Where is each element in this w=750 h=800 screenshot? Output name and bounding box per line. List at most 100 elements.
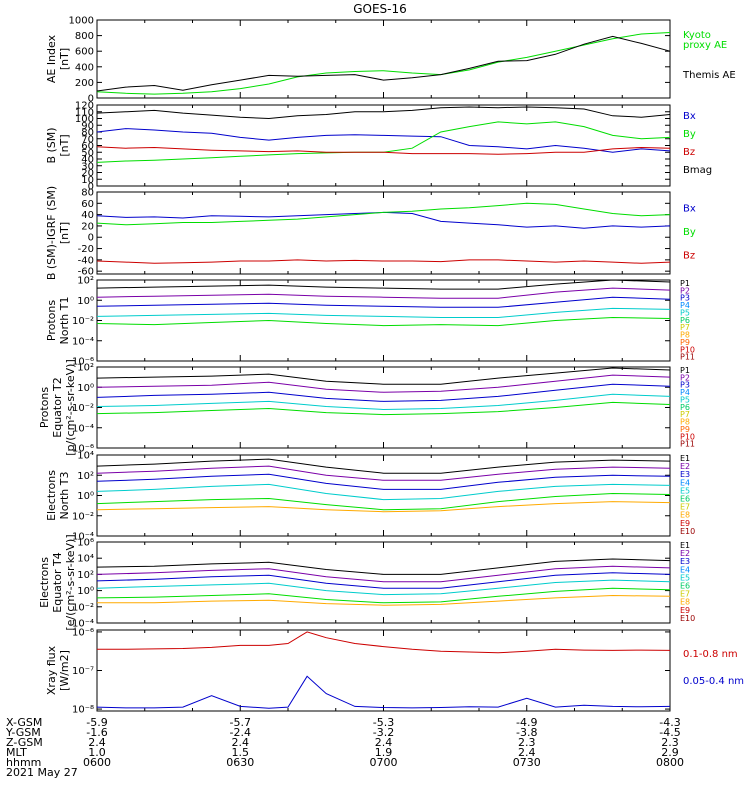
series-line-p4	[96, 307, 671, 318]
ephemeris-label: X-GSM	[6, 716, 42, 729]
ephemeris-value: -5.7	[230, 716, 251, 729]
legend-entry: P2	[680, 373, 690, 382]
y-tick-label: 10⁰	[77, 296, 94, 307]
ephemeris-value: 0630	[226, 756, 254, 769]
panel-6: 10⁻⁴ 10⁻² 10⁰ 10² 10⁴ ElectronsNorth T3 E1E2E3…	[45, 451, 695, 543]
series-line-e2	[96, 465, 671, 481]
ephemeris-value: 1.9	[375, 746, 393, 759]
legend-entry: P5	[680, 395, 690, 404]
ephemeris-value: -4.3	[659, 716, 680, 729]
y-tick-label: 0	[88, 233, 94, 244]
ephemeris-label: hhmm	[6, 756, 41, 769]
y-tick-label: 60	[81, 141, 94, 152]
legend-entry: Bz	[683, 250, 695, 261]
series-line-p2	[96, 287, 671, 299]
ephemeris-value: 0730	[513, 756, 541, 769]
y-tick-label: 80	[81, 188, 94, 199]
ephemeris-label: MLT	[6, 746, 27, 759]
y-axis-label-line: [nT]	[58, 222, 71, 244]
y-tick-label: 10²	[77, 363, 94, 374]
series-line-kyoto-proxy-ae	[96, 32, 671, 95]
series-line-e3	[96, 473, 671, 490]
legend-entry: P4	[680, 301, 690, 310]
ephemeris-value: -1.6	[86, 726, 107, 739]
y-tick-label: 10⁰	[77, 491, 94, 502]
y-axis-label-line: North T3	[58, 472, 71, 520]
series-line-p1	[96, 367, 671, 385]
y-tick-label: 20	[81, 168, 94, 179]
legend-entry: E10	[680, 527, 695, 536]
legend-entry: Bx	[683, 203, 696, 214]
ephemeris-value: 0800	[656, 756, 684, 769]
legend-entry: E2	[680, 462, 690, 471]
y-tick-label: -20	[78, 244, 94, 255]
y-tick-label: 10	[81, 175, 94, 186]
legend-entry: E6	[680, 582, 690, 591]
y-axis-label: ElectronsNorth T3	[45, 470, 71, 521]
legend-entry: proxy AE	[683, 40, 727, 51]
y-axis-label-line: Electrons	[38, 557, 51, 608]
ephemeris-value: 2.4	[232, 736, 250, 749]
y-axis-label-line: [nT]	[58, 134, 71, 156]
legend-entry: By	[683, 227, 696, 238]
legend-entry: E9	[680, 519, 690, 528]
legend-entry: 0.1-0.8 nm	[683, 649, 738, 660]
ephemeris-value: 2.4	[518, 746, 536, 759]
y-tick-label: 10⁻⁴	[72, 532, 94, 543]
y-tick-label: -60	[78, 267, 94, 278]
series-line-e6	[97, 594, 671, 606]
y-tick-label: 10⁻²	[72, 511, 94, 522]
y-tick-label: 0	[88, 94, 94, 105]
y-tick-label: 0	[88, 182, 94, 193]
legend-entry: P10	[680, 345, 695, 354]
series-line-p1	[96, 279, 671, 290]
series-line-themis-ae	[96, 35, 671, 92]
ephemeris-value: 2.4	[375, 736, 393, 749]
y-axis-label: AE Index[nT]	[45, 34, 71, 83]
legend-entry: E4	[680, 565, 690, 574]
y-axis-label-line: [e/(cm²-s-sr-keV)]	[64, 534, 77, 630]
y-axis-label-line: Protons	[45, 300, 58, 341]
ephemeris-value: -3.2	[373, 726, 394, 739]
legend-entry: P11	[680, 353, 695, 362]
legend-entry: E5	[680, 486, 690, 495]
y-tick-label: 10⁴	[77, 451, 94, 462]
legend-entry: Bz	[683, 147, 695, 158]
ephemeris-value: 2.4	[88, 736, 106, 749]
ephemeris-label: Z-GSM	[6, 736, 43, 749]
y-tick-label: 10⁻⁶	[72, 627, 94, 638]
series-line-e3	[96, 572, 671, 589]
series-line-e5	[96, 492, 671, 511]
ephemeris-value: -2.4	[230, 726, 251, 739]
y-axis-label: ProtonsEquator T2[p/(cm²-s-sr-keV)]	[38, 359, 77, 456]
legend-entry: P8	[680, 331, 690, 340]
y-tick-label: 10⁻²	[72, 316, 94, 327]
ephemeris-value: 2.9	[661, 746, 679, 759]
y-tick-label: 10⁻²	[72, 602, 94, 613]
legend-entry: E3	[680, 557, 690, 566]
ephemeris-value: -3.8	[516, 726, 537, 739]
series-line-p2	[96, 374, 671, 393]
y-tick-label: 40	[81, 155, 94, 166]
series-line-bz	[96, 146, 671, 155]
legend-entry: P6	[680, 316, 690, 325]
series-line-bx	[96, 128, 671, 153]
y-tick-label: 10⁻⁶	[72, 357, 94, 368]
legend-entry: E1	[680, 541, 690, 550]
y-tick-label: 70	[81, 134, 94, 145]
legend-entry: P7	[680, 323, 690, 332]
legend-entry: E8	[680, 598, 690, 607]
y-tick-label: 400	[75, 62, 94, 73]
legend-entry: Bmag	[683, 165, 712, 176]
series-line-by	[96, 202, 671, 226]
legend-entry: Bx	[683, 111, 696, 122]
legend-entry: P9	[680, 338, 690, 347]
y-axis-label-line: [p/(cm²-s-sr-keV)]	[64, 359, 77, 456]
y-tick-label: 1000	[69, 16, 94, 27]
legend-entry: E3	[680, 470, 690, 479]
y-tick-label: 100	[75, 114, 94, 125]
